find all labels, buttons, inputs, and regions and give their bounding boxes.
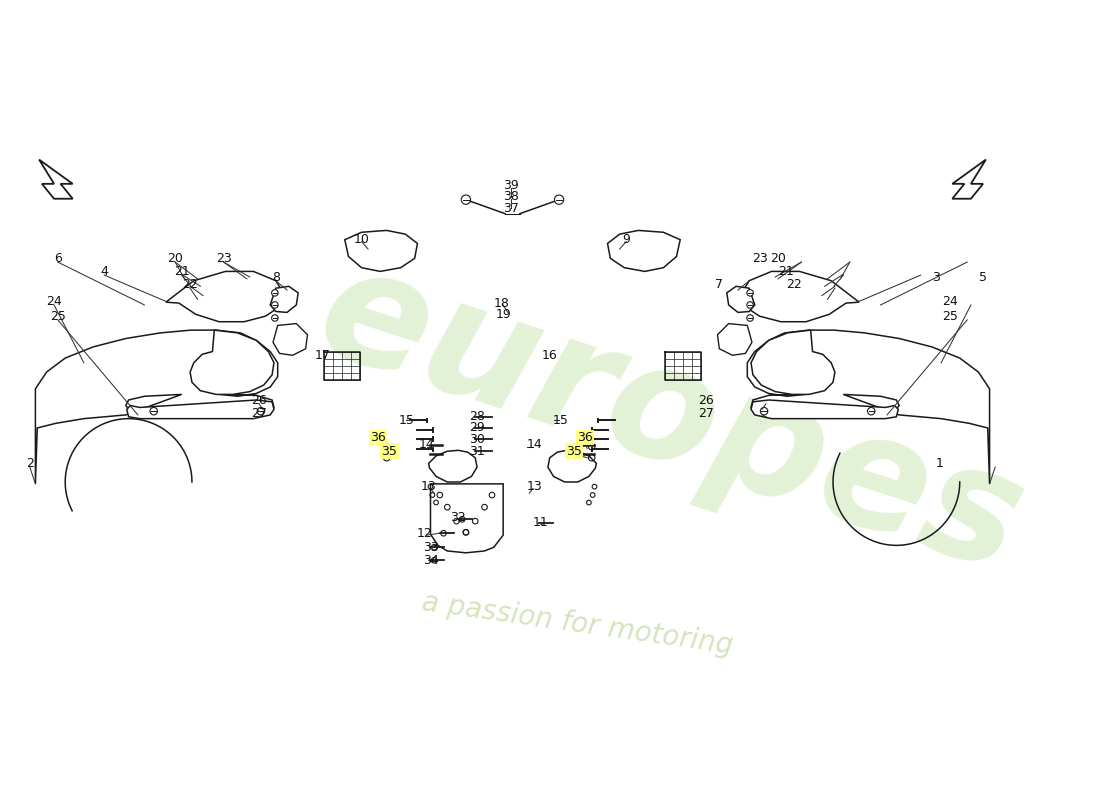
- Text: 25: 25: [943, 310, 958, 322]
- Text: 3: 3: [933, 270, 940, 283]
- Text: 24: 24: [46, 294, 62, 308]
- Text: 13: 13: [527, 480, 542, 493]
- Text: 34: 34: [422, 554, 439, 566]
- Text: 5: 5: [979, 270, 987, 283]
- Polygon shape: [548, 450, 596, 482]
- Text: 27: 27: [698, 406, 714, 419]
- Circle shape: [868, 407, 875, 415]
- Text: 12: 12: [417, 526, 432, 540]
- Circle shape: [150, 407, 157, 415]
- Text: 24: 24: [943, 294, 958, 308]
- Polygon shape: [166, 271, 284, 322]
- Text: europes: europes: [300, 232, 1042, 605]
- Polygon shape: [344, 230, 417, 271]
- Polygon shape: [751, 330, 835, 394]
- Text: 22: 22: [786, 278, 802, 291]
- Text: 22: 22: [183, 278, 198, 291]
- Polygon shape: [35, 330, 277, 484]
- Text: 7: 7: [715, 278, 724, 291]
- Polygon shape: [607, 230, 680, 271]
- Circle shape: [554, 195, 563, 204]
- Text: 14: 14: [419, 438, 435, 451]
- Text: 8: 8: [272, 270, 279, 283]
- Text: 4: 4: [100, 265, 108, 278]
- Text: 20: 20: [167, 252, 183, 265]
- Polygon shape: [751, 400, 899, 418]
- Polygon shape: [727, 286, 755, 313]
- Text: 18: 18: [494, 297, 509, 310]
- Text: 35: 35: [382, 445, 397, 458]
- Text: 10: 10: [353, 234, 370, 246]
- Polygon shape: [741, 271, 859, 322]
- Text: 36: 36: [578, 430, 593, 444]
- Polygon shape: [190, 330, 274, 394]
- Text: 30: 30: [469, 433, 485, 446]
- Text: 26: 26: [251, 394, 267, 406]
- Polygon shape: [747, 330, 990, 484]
- Text: 2: 2: [26, 457, 34, 470]
- Text: 16: 16: [542, 349, 558, 362]
- Text: 28: 28: [469, 410, 485, 423]
- Text: 25: 25: [50, 310, 66, 322]
- Text: 33: 33: [422, 541, 439, 554]
- Text: 17: 17: [315, 349, 330, 362]
- Text: 21: 21: [778, 265, 793, 278]
- Text: 23: 23: [216, 252, 231, 265]
- Text: 35: 35: [566, 445, 582, 458]
- Circle shape: [272, 290, 278, 296]
- Text: 21: 21: [174, 265, 189, 278]
- Circle shape: [272, 302, 278, 308]
- Circle shape: [461, 195, 471, 204]
- Text: 20: 20: [770, 252, 786, 265]
- Text: 15: 15: [553, 414, 569, 427]
- Text: 11: 11: [532, 517, 548, 530]
- Circle shape: [760, 407, 768, 415]
- Text: 27: 27: [251, 406, 267, 419]
- Text: 39: 39: [503, 179, 518, 192]
- Polygon shape: [126, 400, 274, 418]
- Text: 31: 31: [470, 445, 485, 458]
- Circle shape: [272, 314, 278, 322]
- Text: 29: 29: [470, 422, 485, 434]
- Circle shape: [257, 407, 265, 415]
- Text: 19: 19: [495, 308, 512, 321]
- Text: 15: 15: [398, 414, 415, 427]
- Text: 26: 26: [698, 394, 714, 406]
- Text: a passion for motoring: a passion for motoring: [420, 588, 735, 659]
- Polygon shape: [430, 484, 503, 553]
- Polygon shape: [271, 286, 298, 313]
- Text: 23: 23: [752, 252, 768, 265]
- Polygon shape: [717, 323, 752, 355]
- Text: 36: 36: [371, 430, 386, 444]
- Circle shape: [747, 290, 754, 296]
- Circle shape: [747, 314, 754, 322]
- Text: 9: 9: [623, 234, 630, 246]
- Text: 1: 1: [935, 457, 943, 470]
- Text: 38: 38: [503, 190, 518, 203]
- Polygon shape: [273, 323, 308, 355]
- Text: 6: 6: [54, 252, 62, 265]
- Polygon shape: [429, 450, 477, 482]
- Text: 13: 13: [421, 480, 437, 493]
- Text: 14: 14: [527, 438, 542, 451]
- Text: 32: 32: [451, 511, 466, 524]
- Text: 37: 37: [503, 202, 518, 214]
- Circle shape: [747, 302, 754, 308]
